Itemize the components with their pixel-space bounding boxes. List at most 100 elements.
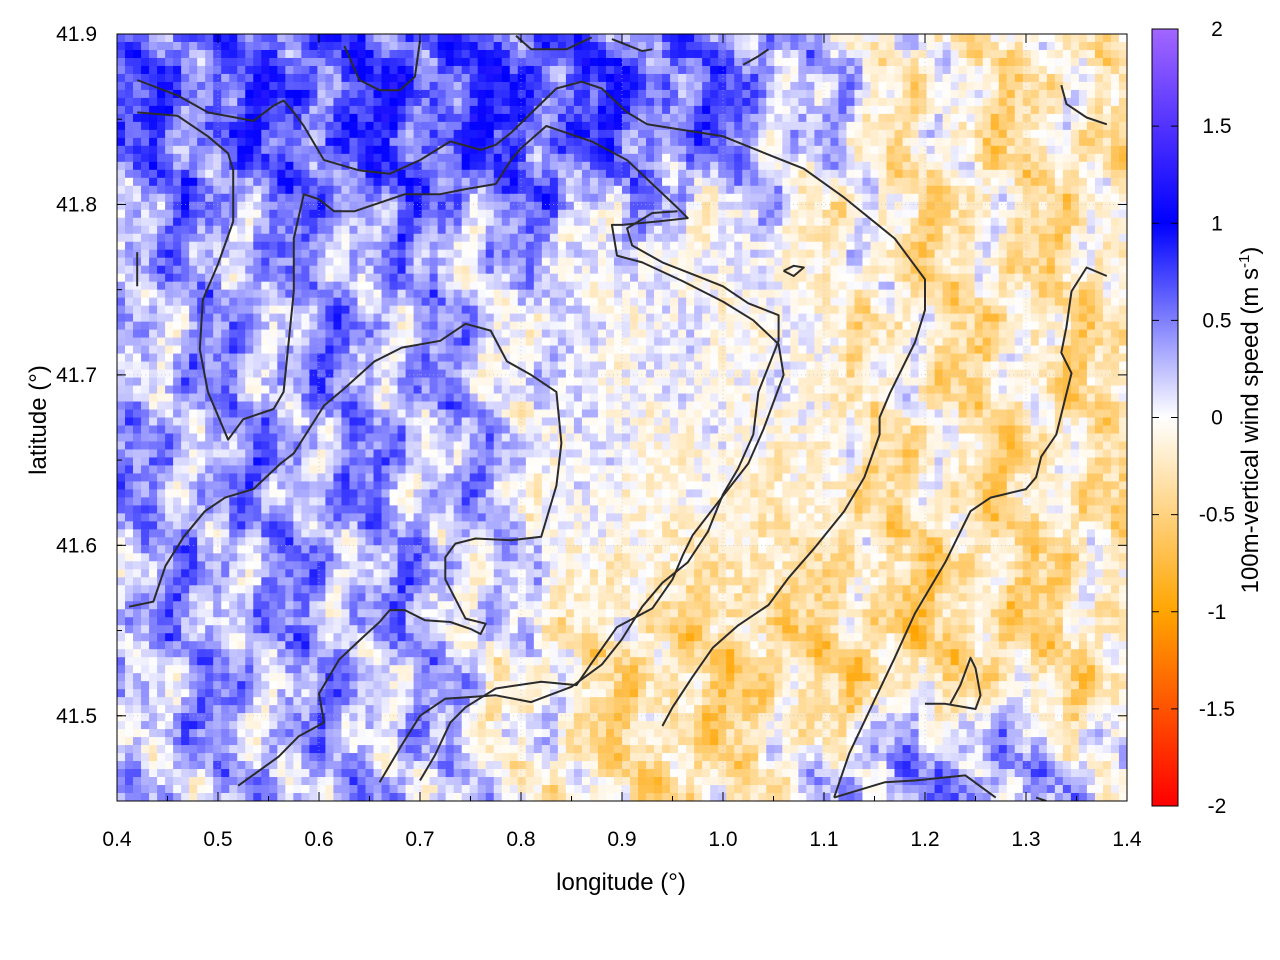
heatmap-cell — [774, 257, 783, 267]
heatmap-cell — [205, 249, 214, 259]
heatmap-cell — [726, 121, 735, 131]
heatmap-cell — [798, 297, 807, 307]
heatmap-cell — [894, 89, 904, 99]
heatmap-cell — [862, 321, 872, 331]
heatmap-cell — [517, 145, 527, 155]
heatmap-cell — [782, 225, 791, 235]
heatmap-cell — [181, 153, 190, 163]
heatmap-cell — [397, 65, 407, 75]
heatmap-cell — [501, 273, 511, 283]
heatmap-cell — [766, 313, 775, 323]
heatmap-cell — [638, 313, 647, 323]
heatmap-cell — [894, 137, 904, 147]
heatmap-cell — [525, 265, 535, 275]
heatmap-cell — [870, 313, 880, 323]
heatmap-cell — [141, 153, 150, 163]
heatmap-cell — [389, 65, 399, 75]
heatmap-cell — [910, 241, 920, 251]
heatmap-cell — [1022, 305, 1032, 315]
heatmap-cell — [421, 297, 431, 307]
heatmap-cell — [469, 297, 479, 307]
heatmap-cell — [381, 257, 391, 267]
heatmap-cell — [854, 241, 864, 251]
heatmap-cell — [277, 225, 286, 235]
heatmap-cell — [493, 73, 503, 83]
heatmap-cell — [838, 169, 848, 179]
heatmap-cell — [894, 281, 904, 291]
heatmap-cell — [205, 65, 214, 75]
heatmap-cell — [501, 297, 511, 307]
heatmap-cell — [533, 305, 543, 315]
heatmap-cell — [1110, 201, 1120, 211]
heatmap-cell — [557, 337, 567, 347]
heatmap-cell — [381, 297, 391, 307]
heatmap-cell — [421, 313, 431, 323]
heatmap-cell — [317, 73, 327, 83]
heatmap-cell — [862, 329, 872, 339]
heatmap-cell — [910, 81, 920, 91]
heatmap-cell — [285, 297, 294, 307]
heatmap-cell — [1054, 145, 1064, 155]
heatmap-cell — [1006, 281, 1016, 291]
heatmap-cell — [613, 73, 623, 83]
heatmap-cell — [774, 297, 783, 307]
heatmap-cell — [221, 97, 230, 107]
heatmap-cell — [1046, 34, 1056, 43]
heatmap-cell — [397, 241, 407, 251]
heatmap-cell — [1102, 97, 1112, 107]
heatmap-cell — [517, 129, 527, 139]
heatmap-cell — [646, 65, 655, 75]
heatmap-cell — [261, 34, 270, 43]
heatmap-cell — [213, 49, 222, 59]
heatmap-cell — [365, 289, 375, 299]
heatmap-cell — [998, 313, 1008, 323]
heatmap-cell — [678, 161, 687, 171]
heatmap-cell — [461, 233, 471, 243]
heatmap-cell — [662, 329, 671, 339]
heatmap-cell — [205, 49, 214, 59]
heatmap-cell — [533, 41, 543, 51]
heatmap-cell — [605, 121, 615, 131]
heatmap-cell — [702, 273, 711, 283]
heatmap-cell — [421, 265, 431, 275]
heatmap-cell — [774, 185, 783, 195]
heatmap-cell — [605, 129, 615, 139]
heatmap-cell — [261, 193, 270, 203]
heatmap-cell — [613, 241, 623, 251]
heatmap-cell — [734, 193, 743, 203]
heatmap-cell — [1046, 209, 1056, 219]
heatmap-cell — [750, 241, 759, 251]
heatmap-cell — [413, 265, 423, 275]
heatmap-cell — [966, 121, 976, 131]
heatmap-cell — [341, 169, 351, 179]
heatmap-cell — [613, 289, 623, 299]
heatmap-cell — [998, 217, 1008, 227]
heatmap-cell — [397, 81, 407, 91]
heatmap-cell — [141, 97, 150, 107]
heatmap-cell — [229, 89, 238, 99]
heatmap-cell — [1006, 89, 1016, 99]
heatmap-cell — [1118, 177, 1127, 187]
heatmap-cell — [517, 73, 527, 83]
heatmap-cell — [197, 105, 206, 115]
heatmap-cell — [205, 97, 214, 107]
heatmap-cell — [1062, 257, 1072, 267]
heatmap-cell — [229, 153, 238, 163]
heatmap-cell — [838, 297, 848, 307]
heatmap-cell — [141, 49, 150, 59]
heatmap-cell — [445, 41, 455, 51]
heatmap-cell — [878, 249, 888, 259]
heatmap-cell — [870, 281, 880, 291]
heatmap-cell — [269, 297, 278, 307]
heatmap-cell — [213, 265, 222, 275]
heatmap-cell — [373, 113, 383, 123]
heatmap-cell — [766, 153, 775, 163]
heatmap-cell — [261, 337, 270, 347]
heatmap-cell — [421, 161, 431, 171]
heatmap-cell — [774, 201, 783, 211]
heatmap-cell — [926, 137, 936, 147]
heatmap-cell — [782, 193, 791, 203]
heatmap-cell — [1022, 265, 1032, 275]
heatmap-cell — [509, 313, 519, 323]
heatmap-cell — [301, 49, 310, 59]
